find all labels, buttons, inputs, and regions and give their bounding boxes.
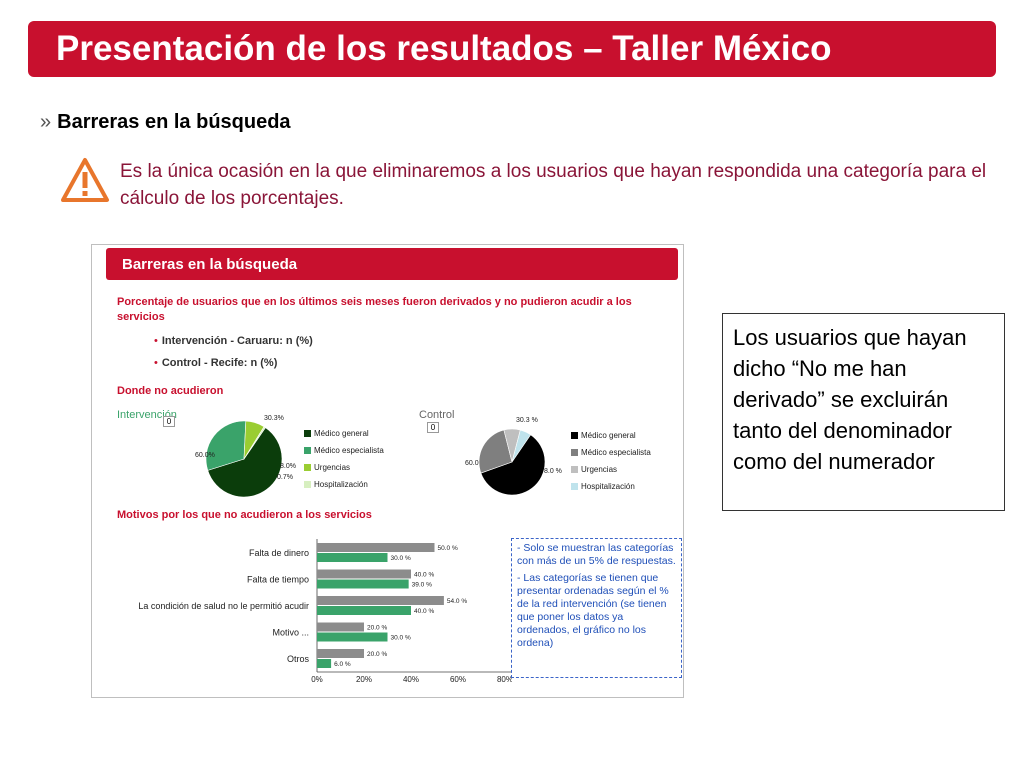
pie-intervention-label-1: 30.3% [264,415,284,422]
bar-intervention [317,632,388,642]
bar-control [317,596,444,605]
where-heading: Donde no acudieron [117,385,224,397]
note-box: - Solo se muestran las categorías con má… [511,538,682,678]
pie-control-legend-swatch [571,432,578,439]
pie-intervention-slice-1 [205,420,247,471]
slide-title: Presentación de los resultados – Taller … [56,29,832,68]
pie-control-slice-3 [511,429,532,463]
pie-intervention-legend: Médico general Médico especialista Urgenci… [304,425,384,493]
pie-intervention-legend-item: Médico general [304,425,384,442]
x-tick-label: 0% [311,675,323,684]
bar-value-label: 20.0 % [367,651,387,658]
bar-intervention [317,606,411,615]
note-2: - Las categorías se tienen que presentar… [517,572,669,649]
pie-intervention-title: Intervención [117,409,177,421]
section-heading: » Barreras en la búsqueda [40,111,291,134]
pie-control-legend-label: Médico general [581,431,636,440]
callout-box: Los usuarios que hayan dicho “No me han … [722,313,1005,511]
pie-control-legend-label: Hospitalización [581,482,635,491]
pie-control [478,428,546,496]
pie-intervention-n: 0 [163,416,175,427]
bar-control [317,649,364,658]
pie-intervention-legend-label: Hospitalización [314,480,368,489]
motives-heading: Motivos por los que no acudieron a los s… [117,509,372,521]
bullet-symbol: • [154,357,158,369]
bar-value-label: 40.0 % [414,608,434,615]
x-tick-label: 20% [356,675,372,684]
note-1: - Solo se muestran las categorías con má… [517,542,676,567]
title-bar: Presentación de los resultados – Taller … [28,21,996,77]
pie-intervention-legend-label: Médico general [314,429,369,438]
pie-control-legend: Médico general Médico especialista Urgenci… [571,427,651,495]
x-tick-label: 80% [497,675,512,684]
warning-text: Es la única ocasión en la que eliminarem… [120,161,987,209]
pie-control-title: Control [419,409,455,421]
bar-category-label: Motivo ... [272,628,309,638]
pie-intervention-label-3: 0.7% [277,474,293,481]
bar-category-label: La condición de salud no le permitió acu… [138,601,309,611]
bar-control [317,622,364,632]
pie-control-slice-1 [478,429,513,474]
bar-intervention [317,659,332,668]
pie-control-label-1: 30.3 % [516,417,538,424]
pie-intervention-legend-item: Hospitalización [304,476,384,493]
section-heading-text: Barreras en la búsqueda [57,111,291,133]
pie-intervention-legend-item: Urgencias [304,459,384,476]
bar-category-label: Otros [287,654,310,664]
bar-value-label: 40.0 % [414,572,434,579]
pie-intervention-legend-label: Urgencias [314,463,351,472]
bar-control [317,543,435,552]
pie-intervention-label-0: 60.0% [195,452,215,459]
bar-category-label: Falta de dinero [249,548,309,558]
pie-intervention-legend-swatch [304,464,311,471]
bullet-label: Intervención - Caruaru: n (%) [161,335,313,347]
pie-control-legend-item: Hospitalización [571,478,651,495]
bar-category-label: Falta de tiempo [247,575,309,585]
bullet-intervention: • Intervención - Caruaru: n (%) [154,335,313,347]
pie-control-legend-swatch [571,483,578,490]
bar-value-label: 39.0 % [412,582,432,589]
pie-intervention-slice-3 [243,426,266,460]
pie-intervention-label-2: 8.0% [280,463,296,470]
bullet-symbol: • [154,335,158,347]
section-chevron: » [40,111,52,133]
bar-value-label: 30.0 % [391,635,411,642]
embedded-report: Barreras en la búsqueda Porcentaje de us… [91,244,684,698]
pie-control-legend-label: Urgencias [581,465,618,474]
embedded-header: Barreras en la búsqueda [122,256,298,273]
bar-control [317,569,411,579]
pie-control-legend-swatch [571,449,578,456]
x-tick-label: 40% [403,675,419,684]
pie-intervention-legend-swatch [304,481,311,488]
pie-control-legend-item: Médico general [571,427,651,444]
bar-value-label: 6.0 % [334,661,351,668]
bar-value-label: 20.0 % [367,625,387,632]
pie-intervention-legend-item: Médico especialista [304,442,384,459]
pie-control-legend-label: Médico especialista [581,448,651,457]
embedded-header-bar: Barreras en la búsqueda [106,248,678,280]
warning-triangle-icon [61,158,109,202]
pie-intervention-legend-label: Médico especialista [314,446,384,455]
pie-control-label-0: 60.0 [465,460,479,467]
bullet-control: • Control - Recife: n (%) [154,357,277,369]
bar-value-label: 50.0 % [438,545,458,552]
pie-control-slice-0 [480,434,546,496]
pie-intervention-legend-swatch [304,447,311,454]
pie-control-legend-item: Médico especialista [571,444,651,461]
bar-intervention [317,579,409,589]
pie-control-label-2: 8.0 % [544,468,562,475]
pie-control-n: 0 [427,422,439,433]
pie-intervention-slice-0 [207,427,283,498]
pie-intervention-legend-swatch [304,430,311,437]
pie-control-legend-item: Urgencias [571,461,651,478]
x-tick-label: 60% [450,675,466,684]
bar-intervention [317,553,388,562]
embedded-question: Porcentaje de usuarios que en los último… [117,296,632,323]
pie-intervention [205,420,283,498]
bar-value-label: 30.0 % [391,555,411,562]
pie-control-legend-swatch [571,466,578,473]
bar-value-label: 54.0 % [447,598,467,605]
bullet-label: Control - Recife: n (%) [161,357,278,369]
